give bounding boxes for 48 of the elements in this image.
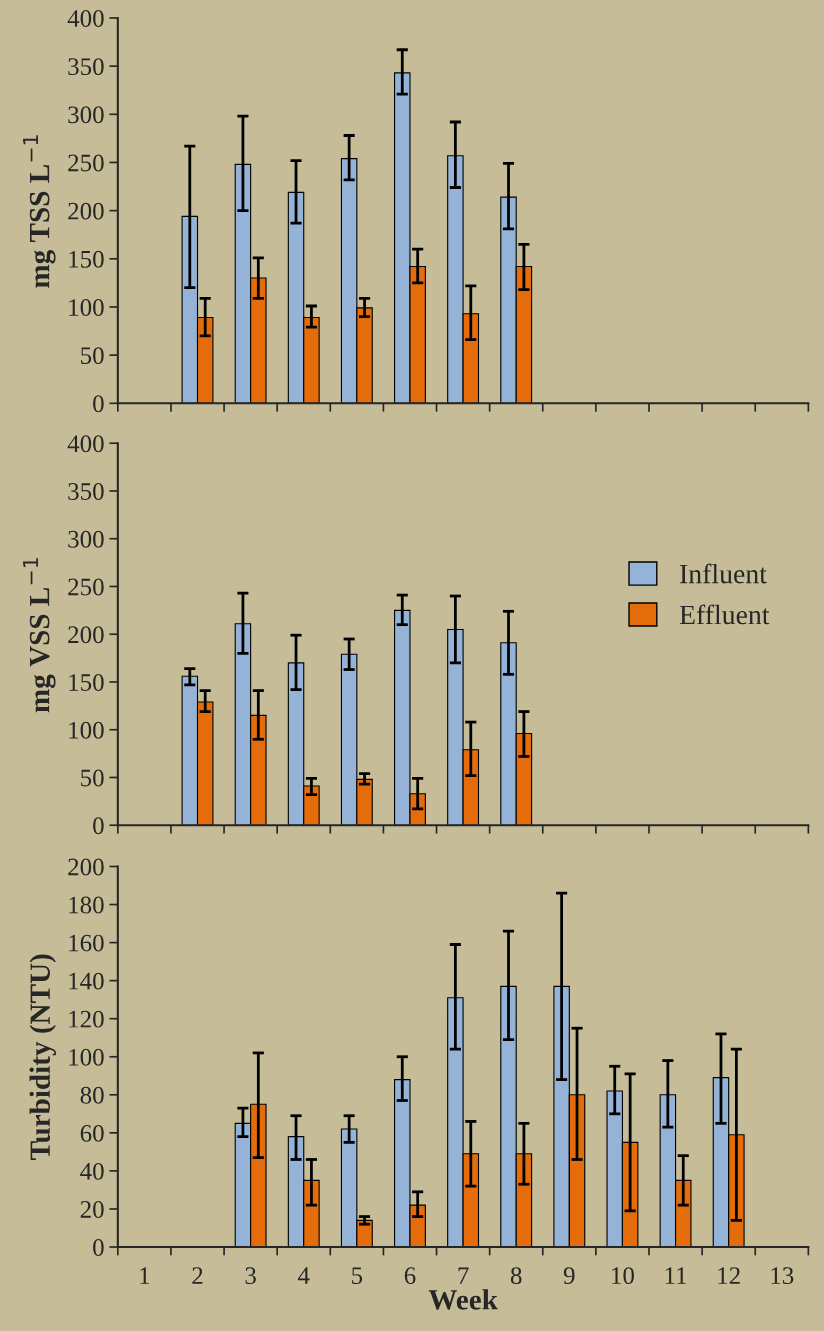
y-tick-label: 150	[69, 674, 104, 691]
y-tick-label: 100	[69, 721, 104, 739]
x-tick-label: 3	[245, 1267, 256, 1285]
y-tick-label: 150	[69, 250, 104, 268]
x-tick-label: 8	[510, 1267, 522, 1285]
y-tick-label: 60	[80, 1124, 104, 1142]
y-tick-label: 20	[80, 1201, 104, 1218]
y-tick-label: 140	[69, 972, 104, 990]
y-axis-title: mg VSS L$^{−1}$	[23, 558, 56, 713]
x-tick-label: 10	[612, 1267, 634, 1285]
x-tick-label: 6	[404, 1267, 416, 1285]
y-tick-label: 300	[68, 106, 104, 124]
x-tick-label: 11	[665, 1267, 687, 1284]
x-tick-label: 5	[352, 1267, 363, 1285]
y-tick-label: 100	[69, 299, 104, 316]
y-tick-label: 40	[80, 1162, 104, 1180]
legend-label: Influent	[680, 563, 767, 584]
x-tick-label: 7	[458, 1267, 469, 1284]
y-tick-label: 100	[69, 1048, 104, 1066]
y-tick-label: 160	[69, 934, 104, 952]
y-tick-label: 0	[93, 395, 104, 413]
y-tick-label: 200	[68, 202, 104, 220]
x-tick-label: 4	[297, 1267, 310, 1284]
x-tick-label: 12	[718, 1267, 740, 1284]
y-tick-label: 120	[69, 1010, 104, 1028]
y-tick-label: 400	[67, 10, 104, 27]
x-tick-label: 9	[563, 1267, 575, 1285]
y-tick-label: 350	[68, 483, 104, 500]
y-axis-title: mg TSS L$^{−1}$	[23, 135, 56, 288]
y-tick-label: 300	[68, 530, 104, 548]
y-tick-label: 200	[68, 858, 104, 876]
y-tick-label: 0	[93, 817, 104, 835]
x-tick-label: 13	[771, 1267, 794, 1285]
y-tick-label: 50	[81, 347, 104, 365]
x-axis-title: Week	[428, 1289, 498, 1310]
legend-label: Effluent	[679, 604, 770, 625]
y-tick-label: 180	[69, 896, 104, 914]
y-tick-label: 250	[68, 578, 104, 596]
y-axis-title: Turbidity (NTU)	[29, 954, 57, 1160]
x-tick-label: 2	[192, 1267, 203, 1284]
y-tick-label: 50	[81, 769, 104, 787]
x-tick-label: 1	[140, 1267, 150, 1284]
y-tick-label: 80	[80, 1086, 104, 1104]
y-tick-label: 350	[68, 58, 104, 76]
y-tick-label: 250	[68, 154, 104, 172]
y-tick-label: 200	[68, 626, 104, 644]
y-tick-label: 0	[93, 1239, 104, 1256]
y-tick-label: 400	[67, 435, 104, 453]
